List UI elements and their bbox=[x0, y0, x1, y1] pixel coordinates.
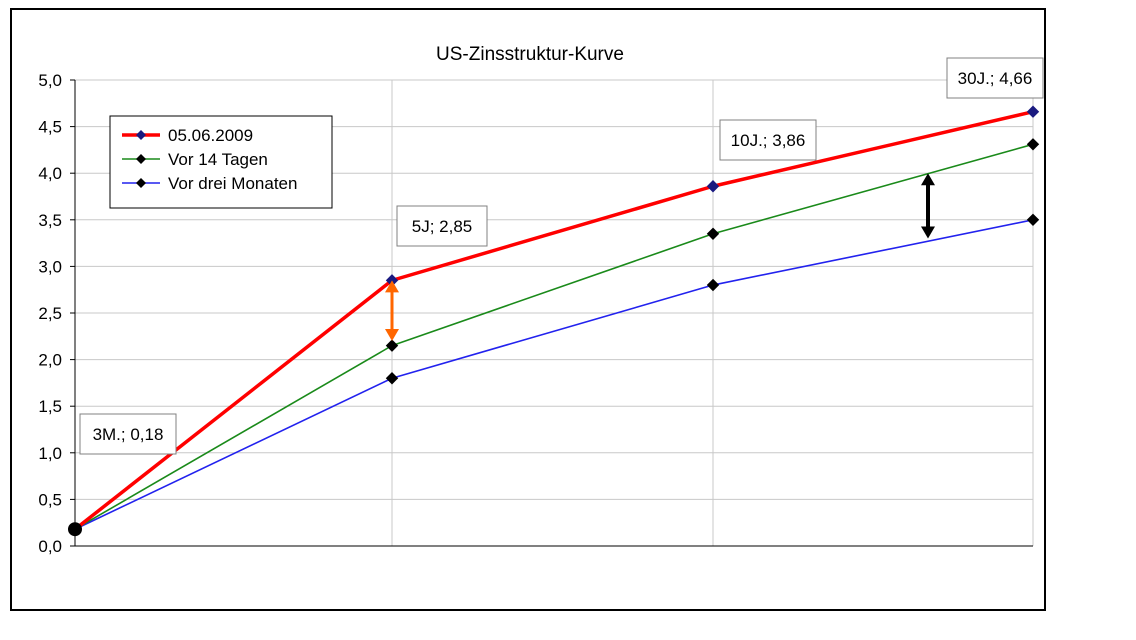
legend-box bbox=[109, 115, 333, 209]
y-axis: 0,0 0,5 1,0 1,5 2,0 2,5 3,0 3,5 4,0 4,5 5,0 bbox=[38, 71, 1033, 556]
data-label-box bbox=[719, 119, 817, 161]
legend: 05.06.2009 Vor 14 Tagen Vor drei Monaten bbox=[109, 115, 333, 209]
data-label-box bbox=[79, 413, 177, 455]
y-tick-label: 0,0 bbox=[38, 537, 62, 556]
data-label-box bbox=[396, 205, 488, 247]
legend-swatch-marker bbox=[136, 178, 146, 188]
legend-swatch-marker bbox=[136, 154, 146, 164]
data-point bbox=[706, 278, 720, 292]
origin-point bbox=[68, 522, 82, 537]
spread-arrows bbox=[385, 173, 935, 341]
y-tick-label: 2,5 bbox=[38, 304, 62, 323]
data-point bbox=[1026, 105, 1040, 118]
spread-arrow-head-up bbox=[921, 173, 935, 186]
spread-arrow-head-down bbox=[921, 226, 935, 239]
data-label-box bbox=[946, 57, 1044, 99]
data-point bbox=[1026, 138, 1040, 151]
data-point bbox=[706, 180, 720, 193]
spread-arrow-head-down bbox=[385, 328, 399, 341]
data-label: 30J.; 4,66 bbox=[958, 69, 1033, 88]
legend-label: Vor drei Monaten bbox=[168, 174, 297, 193]
y-tick-label: 4,0 bbox=[38, 164, 62, 183]
y-tick-label: 5,0 bbox=[38, 71, 62, 90]
data-annotations: 3M.; 0,18 5J; 2,85 10J.; 3,86 30J.; 4,66 bbox=[79, 57, 1044, 455]
y-tick-label: 3,5 bbox=[38, 211, 62, 230]
y-tick-label: 1,0 bbox=[38, 444, 62, 463]
y-tick-label: 1,5 bbox=[38, 397, 62, 416]
y-tick-label: 2,0 bbox=[38, 351, 62, 370]
data-point bbox=[385, 372, 399, 385]
series-line bbox=[74, 143, 1034, 530]
chart-title: US-Zinsstruktur-Kurve bbox=[436, 44, 624, 65]
y-tick-label: 0,5 bbox=[38, 490, 62, 509]
series-lines bbox=[68, 105, 1040, 537]
chart-frame bbox=[10, 8, 1046, 611]
y-tick-label: 3,0 bbox=[38, 257, 62, 276]
series-line bbox=[74, 219, 1034, 530]
data-label: 10J.; 3,86 bbox=[731, 131, 806, 150]
spread-arrow-head-up bbox=[385, 280, 399, 293]
data-point bbox=[385, 339, 399, 352]
legend-swatch-marker bbox=[136, 130, 146, 140]
legend-label: Vor 14 Tagen bbox=[168, 150, 268, 169]
series-line bbox=[73, 109, 1034, 531]
y-tick-label: 4,5 bbox=[38, 118, 62, 137]
data-point bbox=[1026, 213, 1040, 227]
data-label: 5J; 2,85 bbox=[412, 217, 473, 236]
data-point bbox=[706, 227, 720, 240]
legend-label: 05.06.2009 bbox=[168, 126, 253, 145]
data-label: 3M.; 0,18 bbox=[93, 425, 164, 444]
